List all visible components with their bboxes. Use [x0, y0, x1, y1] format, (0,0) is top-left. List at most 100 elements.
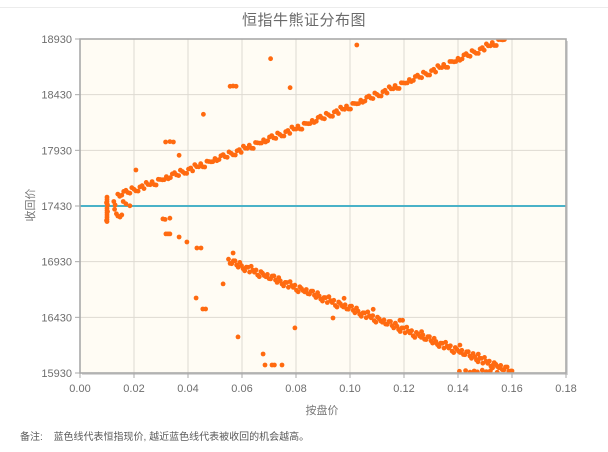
- x-tick-label: 0.10: [339, 383, 360, 395]
- data-point: [105, 209, 110, 215]
- y-tick-label: 15930: [41, 368, 72, 380]
- data-point: [411, 78, 416, 83]
- y-tick-label: 17930: [41, 145, 72, 157]
- data-point: [235, 334, 241, 340]
- data-point: [433, 340, 438, 345]
- data-point: [463, 368, 468, 373]
- data-point: [404, 324, 410, 330]
- data-point: [486, 358, 492, 364]
- data-point: [326, 294, 332, 300]
- data-point: [193, 295, 199, 301]
- data-point: [176, 152, 182, 158]
- data-point: [448, 343, 453, 349]
- y-axis: 15930 16430 16930 17430 17930 18430 18930: [41, 34, 80, 380]
- data-point: [479, 367, 485, 373]
- data-point: [167, 215, 173, 221]
- data-point: [400, 317, 405, 323]
- data-point: [341, 295, 347, 301]
- data-point: [238, 150, 244, 155]
- data-point: [303, 287, 309, 292]
- y-tick-label: 17430: [41, 201, 72, 213]
- data-point: [171, 139, 176, 145]
- data-point: [427, 72, 432, 78]
- data-point: [299, 126, 305, 132]
- data-point: [287, 279, 293, 284]
- data-point: [184, 171, 190, 176]
- data-point: [342, 302, 348, 308]
- data-point: [412, 335, 418, 340]
- x-tick-label: 0.02: [123, 383, 144, 395]
- data-point: [250, 146, 256, 151]
- data-point: [168, 175, 173, 181]
- data-point: [419, 75, 424, 81]
- data-point: [320, 298, 325, 304]
- data-point: [201, 111, 206, 117]
- data-point: [373, 319, 379, 325]
- data-point: [396, 86, 402, 91]
- data-point: [356, 101, 361, 106]
- data-point: [194, 245, 200, 251]
- y-axis-label: 收回价: [25, 188, 37, 222]
- x-axis: 0.00 0.02 0.04 0.06 0.08 0.10 0.12 0.14 0.16 0.18: [69, 373, 577, 395]
- data-point: [457, 368, 462, 373]
- data-point: [508, 368, 514, 373]
- data-point: [104, 218, 109, 223]
- data-point: [370, 306, 376, 312]
- data-point: [119, 192, 125, 198]
- y-tick-label: 18430: [41, 90, 72, 102]
- data-point: [287, 131, 293, 136]
- data-point: [388, 319, 393, 324]
- data-point: [370, 96, 376, 101]
- footnote-text: 蓝色线代表恒指现价, 越近蓝色线代表被收回的机会越高。: [53, 432, 310, 443]
- data-point: [272, 362, 277, 368]
- data-point: [112, 202, 118, 208]
- data-point: [265, 138, 271, 144]
- data-point: [378, 93, 384, 99]
- data-point: [354, 42, 360, 48]
- data-point: [475, 359, 481, 365]
- data-point: [397, 329, 403, 334]
- data-point: [224, 154, 230, 160]
- data-point: [433, 69, 438, 75]
- data-point: [498, 363, 504, 368]
- data-point: [220, 281, 226, 287]
- x-axis-label: 按盘价: [305, 405, 339, 417]
- data-point: [202, 164, 208, 170]
- data-point: [370, 313, 376, 318]
- data-point: [203, 306, 209, 312]
- data-point: [242, 268, 248, 274]
- x-tick-label: 0.04: [177, 383, 198, 395]
- data-point: [127, 203, 133, 209]
- data-point: [112, 206, 117, 212]
- data-point: [404, 80, 410, 86]
- data-point: [334, 304, 340, 310]
- data-point: [419, 329, 424, 334]
- data-point: [459, 347, 465, 353]
- top-divider: [0, 7, 608, 8]
- data-point: [162, 217, 168, 222]
- data-point: [409, 328, 414, 334]
- data-point: [427, 334, 432, 339]
- data-point: [127, 190, 133, 196]
- x-tick-label: 0.08: [285, 383, 306, 395]
- data-point: [467, 53, 473, 59]
- data-point: [457, 342, 463, 348]
- data-point: [384, 90, 390, 96]
- data-point: [104, 194, 110, 200]
- data-point: [256, 274, 262, 280]
- data-point: [295, 289, 301, 295]
- data-point: [133, 167, 139, 173]
- y-tick-label: 16430: [41, 312, 72, 324]
- data-point: [279, 362, 285, 368]
- data-point: [271, 273, 277, 279]
- data-point: [141, 186, 147, 192]
- data-point: [336, 111, 341, 116]
- chart-title: 恒指牛熊证分布图: [241, 12, 366, 29]
- data-point: [184, 239, 190, 245]
- data-point: [322, 116, 327, 122]
- data-point: [253, 267, 259, 273]
- data-point: [313, 118, 319, 124]
- data-point: [123, 201, 129, 207]
- data-point: [176, 234, 182, 240]
